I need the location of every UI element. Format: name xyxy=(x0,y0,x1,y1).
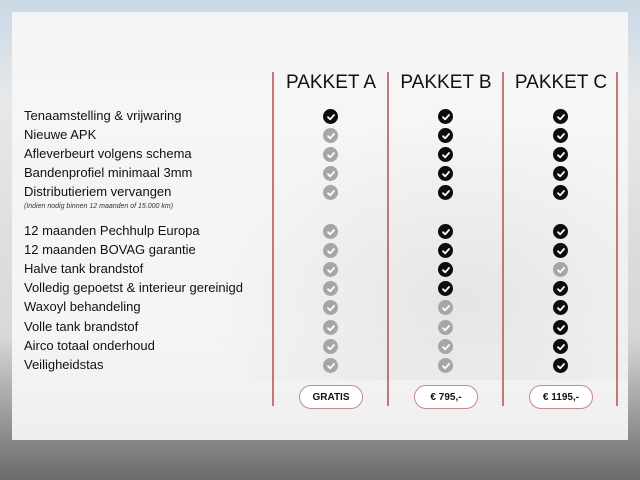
check-circle-grey-icon xyxy=(438,320,453,335)
check-circle-grey-icon xyxy=(323,281,338,296)
feature-label: Volle tank brandstof xyxy=(24,319,139,334)
column-divider xyxy=(616,72,618,406)
feature-label: Airco totaal onderhoud xyxy=(24,338,155,353)
package-header: PAKKET B xyxy=(400,72,492,93)
feature-label: Veiligheidstas xyxy=(24,357,104,372)
check-circle-icon xyxy=(553,128,568,143)
check-circle-grey-icon xyxy=(438,358,453,373)
check-circle-grey-icon xyxy=(438,300,453,315)
check-circle-grey-icon xyxy=(323,262,338,277)
feature-label: Tenaamstelling & vrijwaring xyxy=(24,108,182,123)
check-circle-icon xyxy=(553,300,568,315)
price-button[interactable]: € 1195,- xyxy=(529,385,593,409)
check-circle-icon xyxy=(553,185,568,200)
feature-label: Waxoyl behandeling xyxy=(24,299,141,314)
package-header: PAKKET A xyxy=(285,72,377,93)
check-circle-grey-icon xyxy=(323,128,338,143)
check-circle-icon xyxy=(438,243,453,258)
check-circle-grey-icon xyxy=(323,224,338,239)
check-circle-icon xyxy=(438,109,453,124)
pricing-panel xyxy=(12,12,628,440)
feature-label: Halve tank brandstof xyxy=(24,261,144,276)
check-circle-icon xyxy=(553,281,568,296)
check-circle-icon xyxy=(438,147,453,162)
check-circle-icon xyxy=(438,185,453,200)
check-circle-grey-icon xyxy=(323,320,338,335)
check-circle-icon xyxy=(438,224,453,239)
feature-label: 12 maanden Pechhulp Europa xyxy=(24,223,200,238)
check-circle-icon xyxy=(438,262,453,277)
check-circle-grey-icon xyxy=(323,166,338,181)
background-photo xyxy=(200,120,640,380)
feature-label: 12 maanden BOVAG garantie xyxy=(24,242,196,257)
check-circle-icon xyxy=(553,166,568,181)
check-circle-icon xyxy=(438,166,453,181)
check-circle-icon xyxy=(553,358,568,373)
distributieriem-note: (Indien nodig binnen 12 maanden of 15.00… xyxy=(24,203,174,210)
check-circle-icon xyxy=(553,320,568,335)
check-circle-grey-icon xyxy=(323,147,338,162)
check-circle-grey-icon xyxy=(323,358,338,373)
check-circle-icon xyxy=(553,339,568,354)
check-circle-icon xyxy=(438,128,453,143)
check-circle-grey-icon xyxy=(323,185,338,200)
feature-label: Nieuwe APK xyxy=(24,127,97,142)
check-circle-grey-icon xyxy=(553,262,568,277)
package-header: PAKKET C xyxy=(514,72,608,93)
check-circle-grey-icon xyxy=(323,243,338,258)
feature-label: Afleverbeurt volgens schema xyxy=(24,146,192,161)
check-circle-grey-icon xyxy=(323,300,338,315)
check-circle-icon xyxy=(553,243,568,258)
feature-label: Distributieriem vervangen xyxy=(24,184,172,199)
feature-label: Bandenprofiel minimaal 3mm xyxy=(24,165,193,180)
check-circle-icon xyxy=(553,109,568,124)
feature-label: Volledig gepoetst & interieur gereinigd xyxy=(24,280,243,295)
column-divider xyxy=(387,72,389,406)
check-circle-icon xyxy=(553,147,568,162)
check-circle-icon xyxy=(438,281,453,296)
column-divider xyxy=(272,72,274,406)
check-circle-grey-icon xyxy=(323,339,338,354)
check-circle-icon xyxy=(553,224,568,239)
check-circle-grey-icon xyxy=(438,339,453,354)
column-divider xyxy=(502,72,504,406)
price-button[interactable]: GRATIS xyxy=(299,385,363,409)
check-circle-icon xyxy=(323,109,338,124)
price-button[interactable]: € 795,- xyxy=(414,385,478,409)
